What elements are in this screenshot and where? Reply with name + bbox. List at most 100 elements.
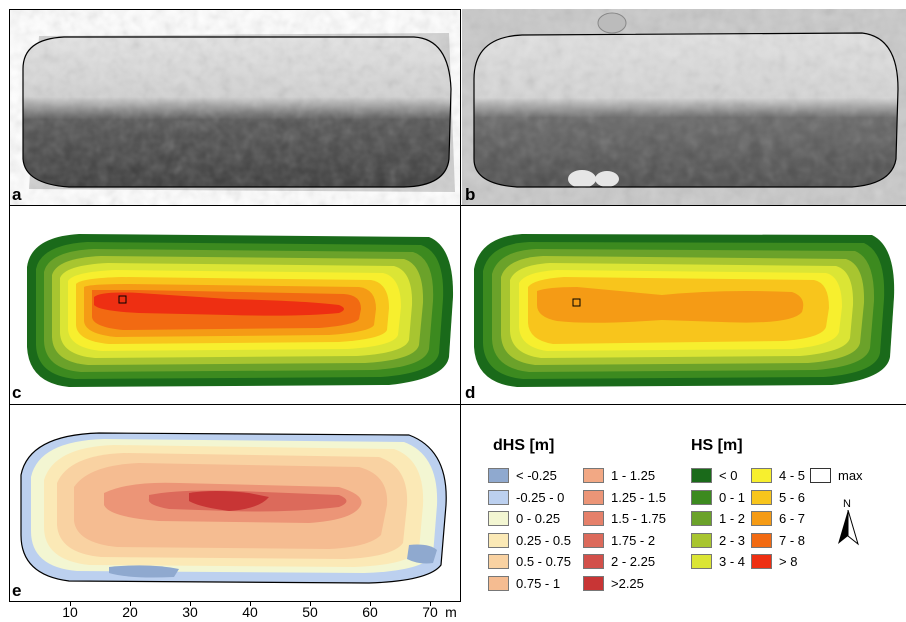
legend-dhs-swatch bbox=[488, 489, 509, 505]
legend-dhs-swatch bbox=[583, 554, 604, 569]
legend-dhs-label: 0.25 - 0.5 bbox=[516, 532, 571, 548]
frame-divider-h1 bbox=[9, 205, 906, 206]
legend-dhs-item: 0.75 - 1 bbox=[488, 575, 560, 592]
legend-dhs-item: >2.25 bbox=[583, 575, 644, 592]
legend-dhs-swatch bbox=[583, 575, 604, 591]
legend-swatch-max bbox=[810, 468, 831, 483]
legend-dhs-label: -0.25 - 0 bbox=[516, 489, 565, 505]
legend-hs-label: 2 - 3 bbox=[719, 532, 746, 548]
legend-hs-swatch bbox=[751, 532, 772, 548]
legend-dhs-label: 0 - 0.25 bbox=[516, 511, 561, 526]
x-tick-label: 30 bbox=[182, 604, 198, 620]
panel-label-c: c bbox=[12, 383, 22, 402]
legend-hs-swatch bbox=[691, 532, 712, 548]
legend-hs-label: 3 - 4 bbox=[719, 554, 746, 569]
legend-dhs-item: 0 - 0.25 bbox=[488, 510, 560, 527]
hs-map-d bbox=[462, 207, 906, 403]
legend-hs-item: 6 - 7 bbox=[751, 510, 805, 527]
boundary-outline bbox=[20, 432, 447, 584]
panel-label-b: b bbox=[465, 185, 476, 204]
legend-dhs-swatch bbox=[488, 575, 509, 591]
legend-dhs-label: >2.25 bbox=[611, 575, 644, 591]
legend-dhs-item: 1.75 - 2 bbox=[583, 532, 655, 549]
hs-map-c bbox=[9, 207, 460, 403]
x-tick bbox=[310, 601, 311, 606]
legend-dhs-swatch bbox=[583, 468, 604, 483]
legend-hs-swatch bbox=[751, 468, 772, 483]
x-tick bbox=[130, 601, 131, 606]
x-tick-label: 60 bbox=[362, 604, 378, 620]
x-tick bbox=[70, 601, 71, 606]
frame-top bbox=[9, 9, 460, 10]
legend-hs-label: 6 - 7 bbox=[779, 511, 806, 526]
hillshade-a bbox=[9, 9, 460, 205]
legend-hs-item: > 8 bbox=[751, 553, 797, 570]
legend-dhs-swatch bbox=[488, 511, 509, 526]
legend-dhs-item: 0.5 - 0.75 bbox=[488, 553, 571, 570]
panel-d-hs-map: d bbox=[462, 207, 906, 403]
legend-max-item: max bbox=[810, 467, 863, 484]
panel-a-hillshade: a bbox=[9, 9, 460, 205]
legend-dhs-swatch bbox=[583, 532, 604, 548]
legend-dhs-item: 0.25 - 0.5 bbox=[488, 532, 571, 549]
legend-hs-swatch bbox=[751, 511, 772, 526]
legend-dhs-item: 1.5 - 1.75 bbox=[583, 510, 666, 527]
legend-dhs-swatch bbox=[488, 532, 509, 548]
legend-dhs-label: 0.75 - 1 bbox=[516, 575, 561, 591]
legend-dhs-label: 0.5 - 0.75 bbox=[516, 554, 571, 569]
north-arrow-label: N bbox=[843, 498, 851, 510]
x-tick-label: 40 bbox=[242, 604, 258, 620]
legend-hs-title: HS [m] bbox=[691, 437, 743, 454]
panel-e-dhs-map: e bbox=[9, 405, 460, 601]
x-tick-label: 10 bbox=[62, 604, 78, 620]
legend-dhs-label: 1.25 - 1.5 bbox=[611, 489, 666, 505]
panel-label-a: a bbox=[12, 185, 22, 204]
legend-hs-label: 4 - 5 bbox=[779, 468, 806, 483]
legend-hs-item: 3 - 4 bbox=[691, 553, 745, 570]
x-tick-label: 20 bbox=[122, 604, 138, 620]
x-tick-label: 50 bbox=[302, 604, 318, 620]
x-tick-label: 70 bbox=[422, 604, 438, 620]
x-tick bbox=[190, 601, 191, 606]
x-axis-unit: m bbox=[445, 604, 457, 620]
frame-bottom bbox=[9, 601, 460, 602]
legend-hs-swatch bbox=[691, 511, 712, 526]
x-tick bbox=[370, 601, 371, 606]
hillshade-b bbox=[462, 9, 906, 205]
legend-hs-item: 4 - 5 bbox=[751, 467, 805, 484]
dhs-map-e bbox=[9, 405, 460, 601]
legend-hs-label: < 0 bbox=[719, 468, 738, 483]
legend-hs-item: 7 - 8 bbox=[751, 532, 805, 549]
legend-dhs-title: dHS [m] bbox=[493, 437, 555, 454]
legend-hs-label: 1 - 2 bbox=[719, 511, 746, 526]
panel-label-d: d bbox=[465, 383, 476, 402]
north-arrow-icon: N bbox=[833, 498, 863, 548]
legend-hs-item: 0 - 1 bbox=[691, 489, 745, 506]
legend-hs-swatch bbox=[691, 468, 712, 483]
legend-dhs-swatch bbox=[583, 489, 604, 505]
legend-dhs-swatch bbox=[488, 468, 509, 483]
x-tick bbox=[250, 601, 251, 606]
legend-dhs-item: < -0.25 bbox=[488, 467, 557, 484]
legend-dhs-item: -0.25 - 0 bbox=[488, 489, 564, 506]
legend-hs-swatch bbox=[751, 554, 772, 569]
boundary-outline bbox=[473, 32, 899, 188]
frame-divider-v bbox=[460, 9, 461, 602]
legend-dhs-label: 1.75 - 2 bbox=[611, 532, 656, 548]
x-tick bbox=[430, 601, 431, 606]
legend-dhs-label: 1 - 1.25 bbox=[611, 468, 656, 483]
legend-hs-item: < 0 bbox=[691, 467, 737, 484]
max-marker bbox=[118, 295, 127, 304]
legend-hs-swatch bbox=[691, 554, 712, 569]
legend-hs-item: 1 - 2 bbox=[691, 510, 745, 527]
legend-hs-swatch bbox=[751, 489, 772, 505]
legend-dhs-item: 1 - 1.25 bbox=[583, 467, 655, 484]
legend-dhs-label: 1.5 - 1.75 bbox=[611, 511, 666, 526]
legend-hs-swatch bbox=[691, 489, 712, 505]
legend-dhs-label: 2 - 2.25 bbox=[611, 554, 656, 569]
legend-hs-item: 2 - 3 bbox=[691, 532, 745, 549]
boundary-outline bbox=[22, 36, 452, 188]
panel-c-hs-map: c bbox=[9, 207, 460, 403]
legend-hs-label: 5 - 6 bbox=[779, 489, 806, 505]
legend-dhs-swatch bbox=[488, 554, 509, 569]
